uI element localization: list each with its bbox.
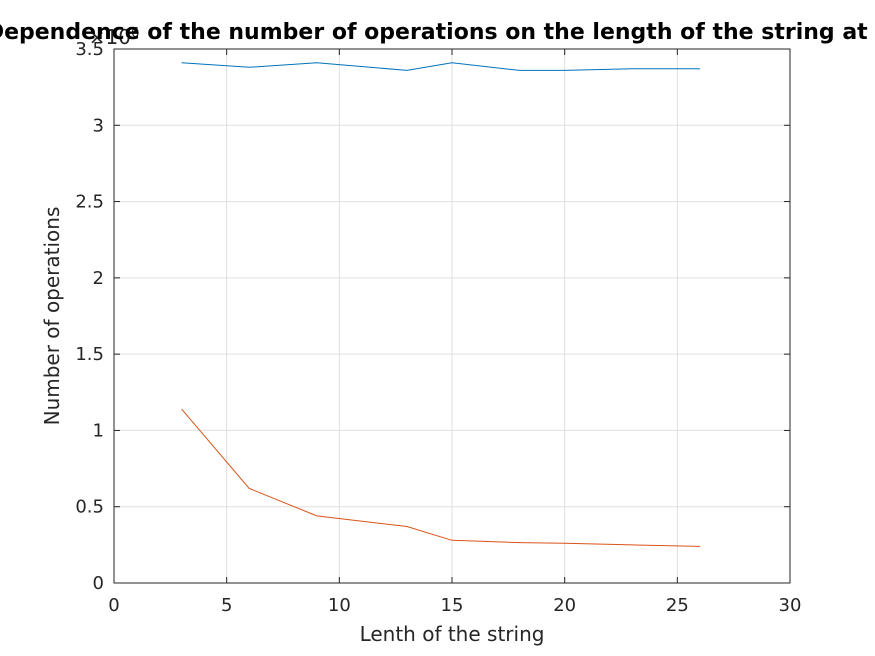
x-tick-label: 20 xyxy=(553,595,576,616)
y-exponent-base: ×10 xyxy=(89,25,131,49)
x-tick-label: 5 xyxy=(221,595,232,616)
y-tick-label: 2 xyxy=(93,268,104,289)
tick-labels: 0 5 10 15 20 25 30 0 0.5 1 1.5 2 2.5 3 3.5 xyxy=(75,39,801,616)
y-tick-label: 3.5 xyxy=(75,39,104,60)
x-tick-label: 25 xyxy=(666,595,689,616)
y-tick-label: 2.5 xyxy=(75,192,104,213)
y-exponent-label: ×106 xyxy=(89,25,140,49)
y-tick-label: 0.5 xyxy=(75,497,104,518)
y-axis-label: Number of operations xyxy=(40,207,64,426)
line-series-2 xyxy=(181,408,700,547)
x-tick-label: 10 xyxy=(328,595,351,616)
ticks xyxy=(113,48,791,584)
x-tick-label: 30 xyxy=(779,595,802,616)
y-tick-label: 1 xyxy=(93,420,104,441)
y-tick-label: 1.5 xyxy=(75,344,104,365)
line-series-1 xyxy=(181,62,700,71)
y-exponent-power: 6 xyxy=(131,26,139,41)
x-tick-label: 0 xyxy=(108,595,119,616)
x-axis-label: Lenth of the string xyxy=(360,622,545,646)
series-layer xyxy=(181,62,700,547)
chart-title: Dependence of the number of operations o… xyxy=(0,20,875,45)
y-tick-label: 0 xyxy=(93,573,104,594)
y-tick-label: 3 xyxy=(93,115,104,136)
x-tick-label: 15 xyxy=(441,595,464,616)
